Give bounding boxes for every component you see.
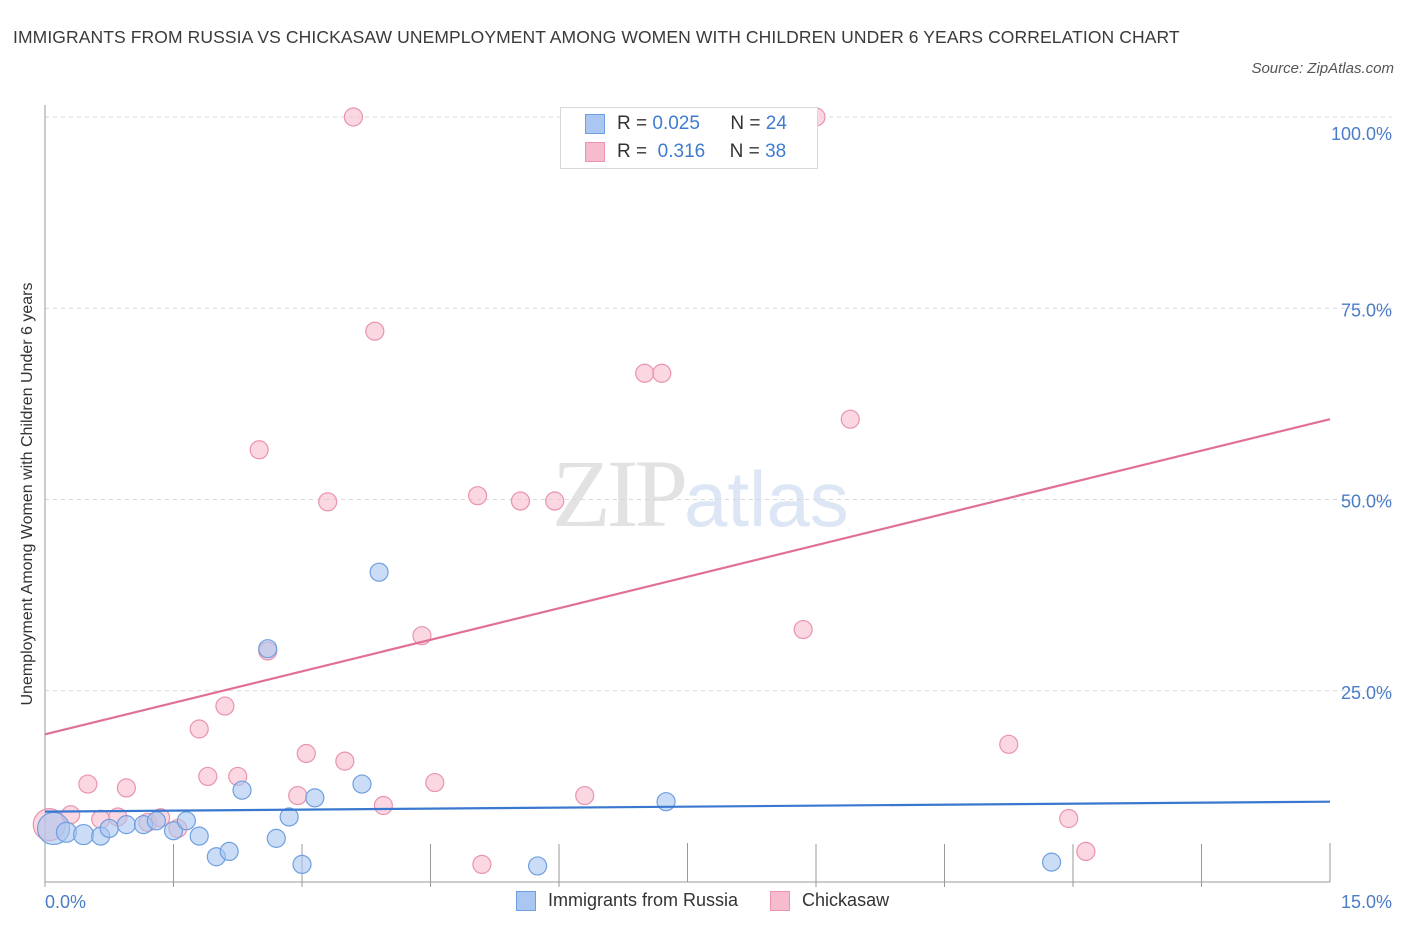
- legend-r-value-chickasaw: 0.316: [657, 141, 706, 162]
- trendline-chickasaw: [44, 418, 1331, 736]
- point-chickasaw: [189, 719, 209, 739]
- point-chickasaw: [78, 774, 98, 794]
- legend-swatch-russia: [585, 114, 605, 134]
- point-russia: [279, 807, 299, 827]
- point-chickasaw: [249, 440, 269, 460]
- point-chickasaw: [575, 785, 595, 806]
- point-chickasaw: [840, 409, 860, 429]
- point-russia: [292, 854, 312, 875]
- y-tick-label: 75.0%: [1341, 300, 1392, 320]
- legend-swatch-chickasaw: [585, 142, 605, 162]
- point-chickasaw: [373, 795, 393, 816]
- point-russia: [305, 788, 325, 808]
- point-russia: [352, 774, 372, 794]
- point-chickasaw: [116, 778, 136, 798]
- point-russia: [72, 823, 95, 846]
- point-chickasaw: [425, 772, 445, 793]
- legend-n-value-russia: 24: [765, 113, 787, 134]
- legend-item-russia[interactable]: Immigrants from Russia: [516, 890, 738, 911]
- point-russia: [189, 826, 209, 846]
- point-russia: [232, 780, 252, 800]
- point-russia: [527, 856, 548, 876]
- x-tick-label: 15.0%: [1341, 892, 1392, 912]
- point-russia: [176, 811, 196, 831]
- point-chickasaw: [215, 696, 235, 716]
- point-chickasaw: [198, 766, 218, 787]
- point-chickasaw: [288, 785, 308, 806]
- point-russia: [1041, 852, 1062, 872]
- point-chickasaw: [545, 491, 565, 511]
- point-russia: [116, 815, 136, 835]
- legend-swatch-russia: [516, 890, 536, 911]
- legend-row-chickasaw: R = 0.316 N = 38: [585, 140, 786, 164]
- point-chickasaw: [1059, 808, 1079, 829]
- watermark-zip: ZIP: [552, 440, 688, 547]
- legend-r-label: R =: [617, 113, 648, 134]
- y-tick-label: 25.0%: [1341, 683, 1392, 703]
- point-chickasaw: [343, 107, 363, 127]
- legend-n-label: N =: [730, 113, 761, 134]
- legend-n-value-chickasaw: 38: [765, 141, 787, 162]
- point-chickasaw: [318, 492, 338, 512]
- point-chickasaw: [999, 734, 1019, 754]
- point-russia: [369, 562, 389, 582]
- point-chickasaw: [335, 751, 355, 771]
- legend-swatch-chickasaw: [770, 890, 791, 911]
- series-legend: Immigrants from Russia Chickasaw: [516, 890, 921, 911]
- legend-row-russia: R = 0.025 N = 24: [585, 112, 787, 136]
- point-chickasaw: [1076, 841, 1096, 862]
- point-chickasaw: [652, 363, 672, 383]
- point-russia: [258, 639, 278, 659]
- point-chickasaw: [510, 491, 531, 511]
- source-credit: Source: ZipAtlas.com: [1251, 60, 1394, 77]
- point-russia: [163, 821, 184, 841]
- y-tick-label: 100.0%: [1331, 124, 1392, 144]
- chart-title: IMMIGRANTS FROM RUSSIA VS CHICKASAW UNEM…: [13, 27, 1180, 47]
- y-tick-label: 50.0%: [1341, 492, 1392, 512]
- point-chickasaw: [365, 321, 385, 341]
- point-russia: [266, 828, 286, 848]
- legend-n-label: N =: [729, 141, 760, 162]
- point-russia: [219, 841, 239, 862]
- point-chickasaw: [472, 854, 492, 875]
- point-chickasaw: [793, 619, 813, 640]
- legend-label-russia: Immigrants from Russia: [548, 890, 739, 910]
- trendline-russia: [44, 800, 1331, 813]
- legend-item-chickasaw[interactable]: Chickasaw: [770, 890, 889, 911]
- legend-r-value-russia: 0.025: [652, 113, 700, 134]
- point-chickasaw: [468, 486, 488, 506]
- x-tick-label: 0.0%: [45, 892, 86, 912]
- point-russia: [146, 811, 166, 831]
- legend-r-label: R =: [617, 141, 648, 162]
- legend-label-chickasaw: Chickasaw: [802, 890, 890, 910]
- correlation-legend: R = 0.025 N = 24 R = 0.316 N = 38: [560, 107, 818, 169]
- point-chickasaw: [296, 743, 316, 764]
- point-russia: [99, 818, 119, 839]
- point-russia: [656, 792, 676, 812]
- point-chickasaw: [635, 363, 655, 383]
